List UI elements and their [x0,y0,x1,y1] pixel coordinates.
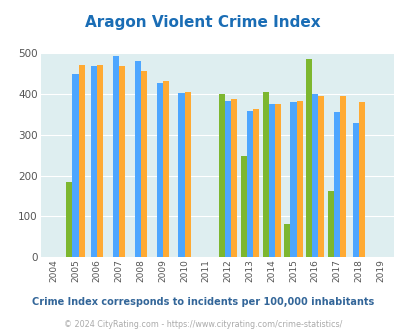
Bar [333,112,339,257]
Bar [268,104,274,257]
Bar [296,101,302,257]
Bar [274,104,280,257]
Bar [262,92,268,257]
Bar [240,156,246,257]
Bar [218,94,224,257]
Bar [141,71,147,257]
Bar [72,75,78,257]
Bar [184,92,190,257]
Text: Crime Index corresponds to incidents per 100,000 inhabitants: Crime Index corresponds to incidents per… [32,297,373,307]
Bar [224,101,230,257]
Bar [230,99,237,257]
Bar [97,65,103,257]
Bar [284,224,290,257]
Bar [119,66,125,257]
Bar [290,102,296,257]
Bar [113,56,119,257]
Bar [78,65,84,257]
Bar [339,96,345,257]
Bar [162,81,168,257]
Bar [318,96,324,257]
Bar [252,109,258,257]
Bar [156,83,162,257]
Bar [352,123,358,257]
Bar [178,93,184,257]
Bar [91,66,97,257]
Bar [305,59,311,257]
Text: © 2024 CityRating.com - https://www.cityrating.com/crime-statistics/: © 2024 CityRating.com - https://www.city… [64,319,341,329]
Bar [327,191,333,257]
Bar [66,182,72,257]
Bar [358,102,364,257]
Bar [311,94,318,257]
Bar [246,111,252,257]
Text: Aragon Violent Crime Index: Aragon Violent Crime Index [85,15,320,30]
Bar [134,61,141,257]
